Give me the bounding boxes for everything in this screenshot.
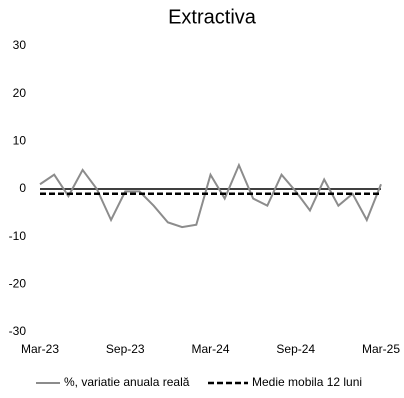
- y-tick-label: 30: [13, 38, 27, 52]
- y-tick-label: -20: [9, 277, 27, 291]
- y-tick-label: 10: [13, 134, 27, 148]
- legend-label: Medie mobila 12 luni: [252, 375, 362, 389]
- x-tick-label: Sep-24: [276, 342, 315, 356]
- y-tick-label: 20: [13, 86, 27, 100]
- x-tick-label: Mar-24: [191, 342, 229, 356]
- chart-title: Extractiva: [168, 6, 257, 28]
- x-tick-label: Mar-23: [21, 342, 59, 356]
- y-tick-label: -30: [9, 324, 27, 338]
- y-tick-label: -10: [9, 229, 27, 243]
- y-tick-label: 0: [19, 181, 26, 195]
- legend-label: %, variatie anuala reală: [64, 375, 190, 389]
- x-tick-label: Sep-23: [106, 342, 145, 356]
- x-tick-label: Mar-25: [362, 342, 400, 356]
- series-line: [39, 162, 382, 229]
